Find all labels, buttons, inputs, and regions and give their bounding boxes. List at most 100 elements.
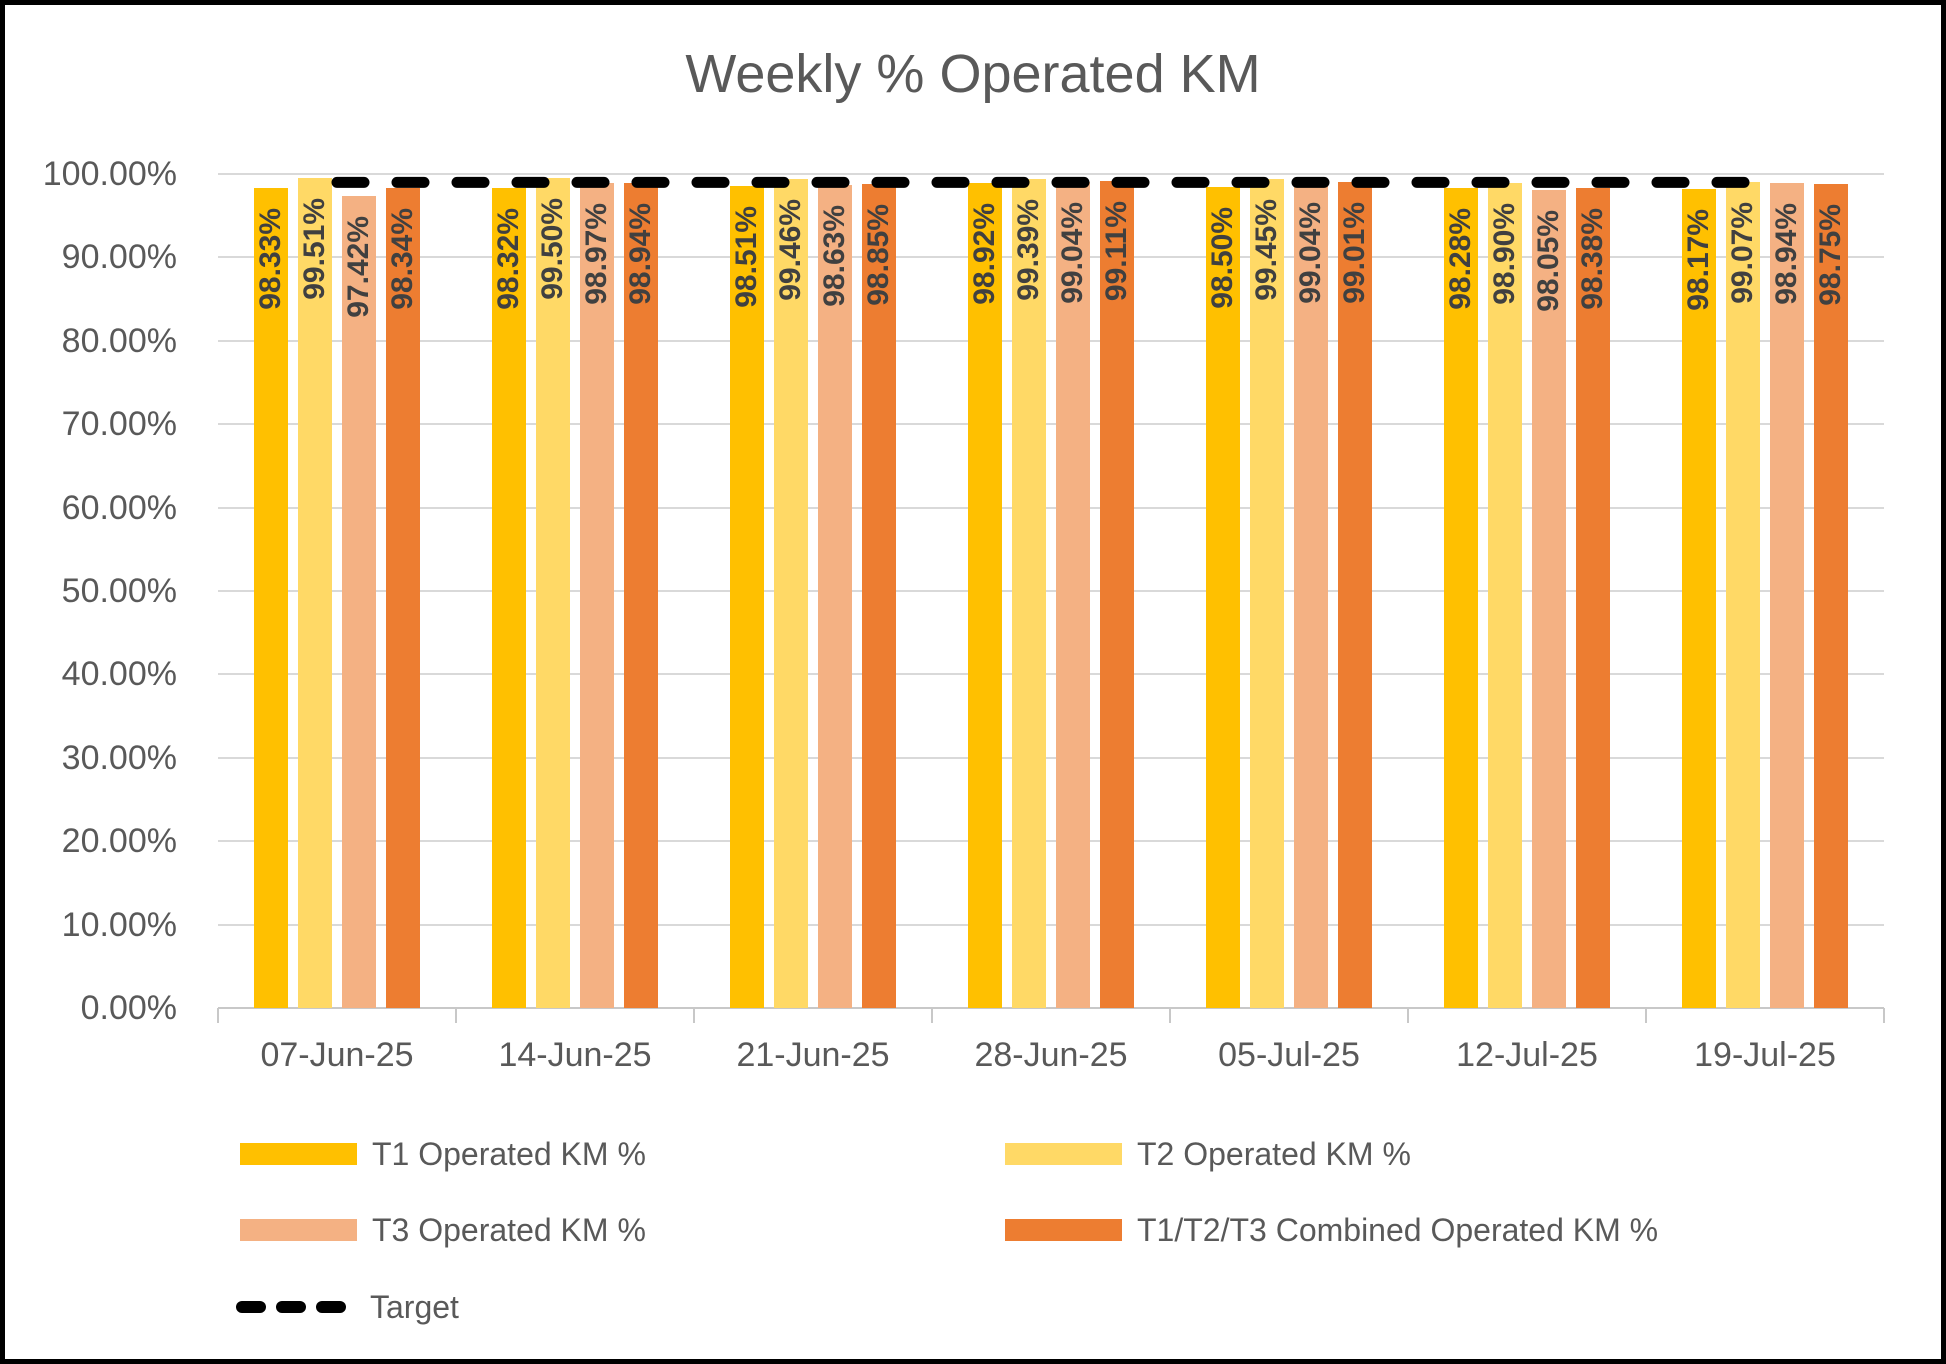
bar-s1-c6: 98.28% bbox=[1444, 188, 1478, 1008]
legend-label: T1 Operated KM % bbox=[372, 1135, 646, 1172]
y-axis-tick-label: 50.00% bbox=[61, 572, 177, 610]
bar-s2-c2: 99.50% bbox=[536, 178, 570, 1008]
bar-value-label: 98.05% bbox=[1532, 210, 1565, 312]
x-axis-line bbox=[218, 1007, 1884, 1009]
bar-value-label: 99.50% bbox=[536, 198, 569, 300]
bar-s2-c5: 99.45% bbox=[1250, 178, 1284, 1008]
x-axis-tick bbox=[455, 1008, 457, 1023]
legend-item-4: T1/T2/T3 Combined Operated KM % bbox=[1005, 1208, 1658, 1252]
bar-s4-c7: 98.75% bbox=[1814, 184, 1848, 1008]
x-axis-category-label: 19-Jul-25 bbox=[1694, 1036, 1836, 1074]
bar-s1-c1: 98.33% bbox=[254, 187, 288, 1008]
y-axis-tick-label: 20.00% bbox=[61, 822, 177, 861]
x-axis-category-label: 07-Jun-25 bbox=[260, 1036, 414, 1074]
legend-label: T3 Operated KM % bbox=[372, 1211, 646, 1248]
bar-value-label: 99.51% bbox=[298, 198, 331, 300]
y-axis-tick-label: 40.00% bbox=[61, 655, 177, 694]
bar-s3-c6: 98.05% bbox=[1532, 190, 1566, 1008]
target-dash bbox=[236, 1301, 266, 1313]
bar-value-label: 99.11% bbox=[1100, 201, 1133, 302]
bar-s3-c2: 98.97% bbox=[580, 182, 614, 1008]
x-axis-category-label: 28-Jun-25 bbox=[974, 1036, 1128, 1074]
y-axis-tick-label: 70.00% bbox=[61, 405, 177, 444]
bar-value-label: 98.17% bbox=[1682, 209, 1715, 311]
legend-item-1: T1 Operated KM % bbox=[240, 1132, 646, 1176]
bar-s4-c1: 98.34% bbox=[386, 187, 420, 1008]
bar-s1-c5: 98.50% bbox=[1206, 186, 1240, 1008]
x-axis-category-label: 12-Jul-25 bbox=[1456, 1036, 1598, 1074]
y-gridline bbox=[218, 673, 1884, 675]
legend-label: T1/T2/T3 Combined Operated KM % bbox=[1137, 1211, 1659, 1248]
bar-s1-c4: 98.92% bbox=[968, 183, 1002, 1008]
bar-value-label: 99.04% bbox=[1294, 202, 1327, 304]
bar-s2-c6: 98.90% bbox=[1488, 183, 1522, 1008]
bar-s4-c4: 99.11% bbox=[1100, 181, 1134, 1008]
bar-s2-c3: 99.46% bbox=[774, 178, 808, 1008]
bar-value-label: 98.50% bbox=[1206, 206, 1239, 309]
bar-value-label: 99.45% bbox=[1250, 198, 1283, 301]
legend-item-target: Target bbox=[236, 1285, 459, 1329]
bar-value-label: 98.97% bbox=[580, 202, 613, 305]
x-axis-tick bbox=[693, 1008, 695, 1023]
bar-s4-c2: 98.94% bbox=[624, 182, 658, 1008]
legend-label: T2 Operated KM % bbox=[1137, 1135, 1411, 1172]
y-gridline bbox=[218, 507, 1884, 509]
bar-s3-c1: 97.42% bbox=[342, 195, 376, 1008]
bar-s2-c4: 99.39% bbox=[1012, 179, 1046, 1008]
x-axis-category-label: 14-Jun-25 bbox=[498, 1036, 652, 1074]
legend-swatch bbox=[240, 1219, 357, 1241]
target-dash-sample bbox=[236, 1301, 346, 1313]
y-axis-tick-label: 10.00% bbox=[61, 905, 177, 944]
x-axis-tick bbox=[1883, 1008, 1885, 1023]
bar-value-label: 98.28% bbox=[1444, 208, 1477, 311]
legend-item-2: T2 Operated KM % bbox=[1005, 1132, 1411, 1176]
legend-swatch bbox=[1005, 1143, 1122, 1165]
bar-s1-c7: 98.17% bbox=[1682, 189, 1716, 1008]
y-gridline bbox=[218, 924, 1884, 926]
bar-value-label: 98.34% bbox=[386, 207, 419, 310]
bar-value-label: 98.85% bbox=[862, 203, 895, 306]
bar-s2-c7: 99.07% bbox=[1726, 181, 1760, 1008]
x-axis-category-label: 05-Jul-25 bbox=[1218, 1036, 1360, 1074]
bar-value-label: 99.04% bbox=[1056, 202, 1089, 304]
bar-value-label: 99.01% bbox=[1338, 202, 1371, 304]
bar-value-label: 99.07% bbox=[1726, 201, 1759, 304]
y-gridline bbox=[218, 840, 1884, 842]
bar-value-label: 97.42% bbox=[342, 215, 375, 318]
y-gridline bbox=[218, 340, 1884, 342]
bar-s3-c5: 99.04% bbox=[1294, 182, 1328, 1008]
bar-value-label: 98.32% bbox=[492, 208, 525, 310]
x-axis-tick bbox=[1407, 1008, 1409, 1023]
y-gridline bbox=[218, 590, 1884, 592]
target-dash bbox=[316, 1301, 346, 1313]
bar-s1-c2: 98.32% bbox=[492, 188, 526, 1008]
y-axis-tick-label: 60.00% bbox=[61, 488, 177, 527]
bar-value-label: 98.94% bbox=[624, 202, 657, 305]
y-axis-tick-label: 80.00% bbox=[61, 321, 177, 360]
x-axis-tick bbox=[1645, 1008, 1647, 1023]
bar-value-label: 98.90% bbox=[1488, 203, 1521, 305]
legend-item-3: T3 Operated KM % bbox=[240, 1208, 646, 1252]
x-axis-category-label: 21-Jun-25 bbox=[736, 1036, 890, 1074]
bar-value-label: 98.92% bbox=[968, 203, 1001, 305]
bar-value-label: 98.94% bbox=[1770, 202, 1803, 305]
y-axis-tick-label: 100.00% bbox=[42, 155, 177, 193]
bar-value-label: 98.63% bbox=[818, 205, 851, 308]
y-gridline bbox=[218, 423, 1884, 425]
bar-s4-c5: 99.01% bbox=[1338, 182, 1372, 1008]
y-gridline bbox=[218, 757, 1884, 759]
y-gridline bbox=[218, 173, 1884, 175]
bar-s1-c3: 98.51% bbox=[730, 186, 764, 1008]
legend-label: Target bbox=[370, 1288, 459, 1325]
y-axis-tick-label: 0.00% bbox=[80, 989, 177, 1027]
bar-value-label: 99.46% bbox=[774, 198, 807, 301]
y-axis-tick-label: 30.00% bbox=[61, 738, 177, 777]
x-axis-tick bbox=[1169, 1008, 1171, 1023]
bar-s4-c3: 98.85% bbox=[862, 183, 896, 1008]
bar-s3-c4: 99.04% bbox=[1056, 182, 1090, 1008]
bar-value-label: 98.33% bbox=[254, 207, 287, 310]
bar-value-label: 99.39% bbox=[1012, 199, 1045, 301]
bar-value-label: 98.38% bbox=[1576, 207, 1609, 310]
x-axis-tick bbox=[931, 1008, 933, 1023]
